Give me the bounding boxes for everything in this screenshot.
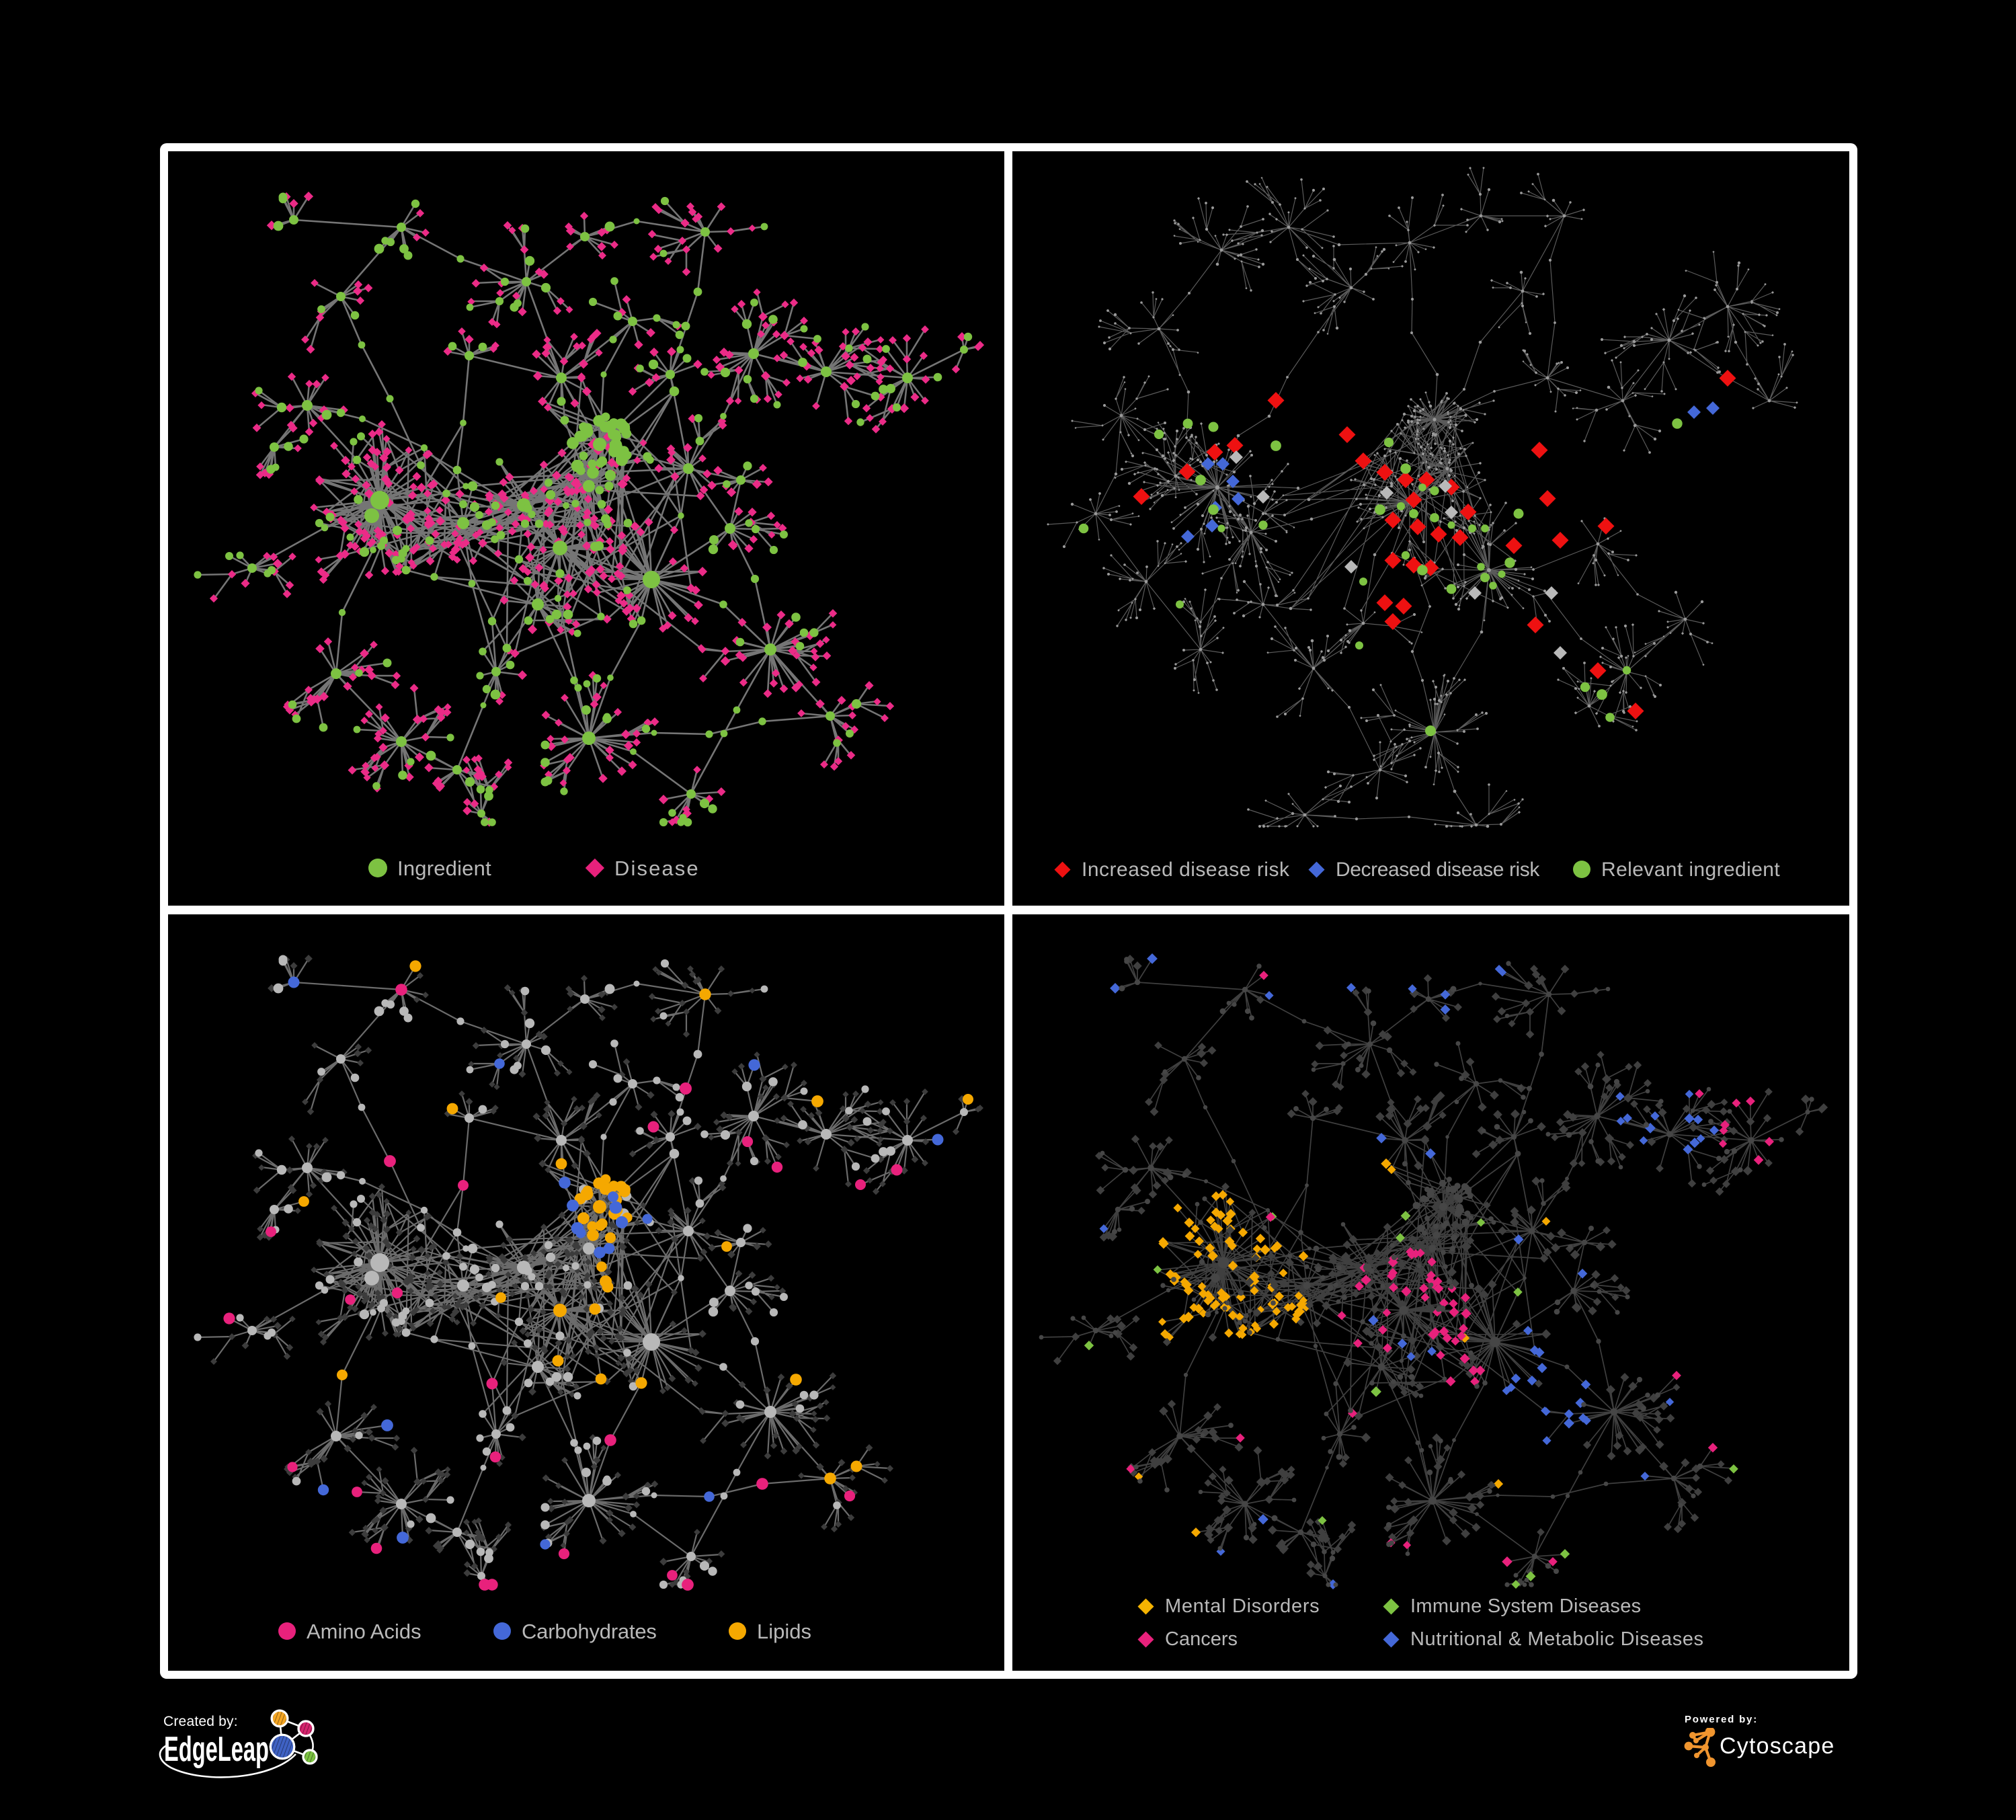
svg-text:EdgeLeap: EdgeLeap <box>164 1730 269 1769</box>
svg-text:Cytoscape: Cytoscape <box>1720 1733 1834 1759</box>
